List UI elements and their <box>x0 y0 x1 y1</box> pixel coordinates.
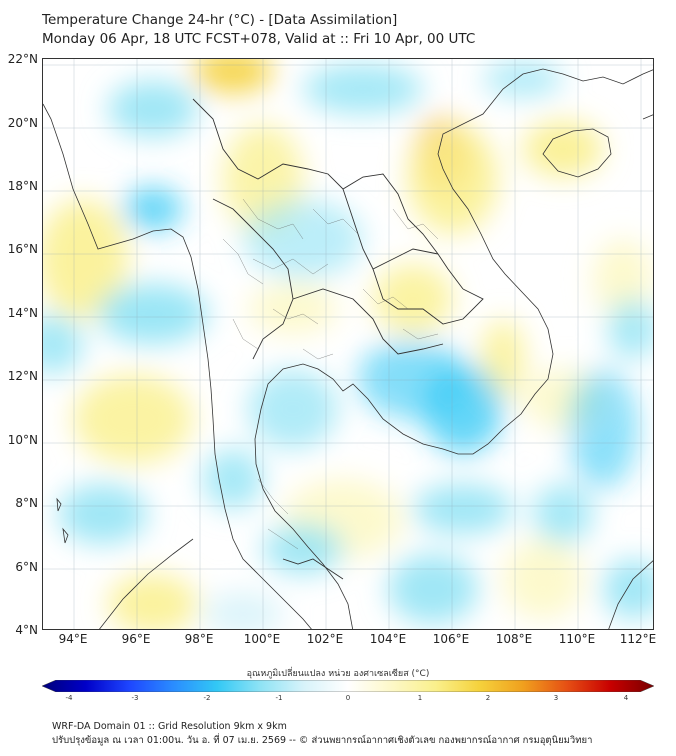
colorbar-tick: 2 <box>485 694 491 702</box>
lon-label: 104°E <box>369 632 407 646</box>
colorbar-tick: -2 <box>203 694 211 702</box>
footer: WRF-DA Domain 01 :: Grid Resolution 9km … <box>52 720 592 748</box>
lon-label: 96°E <box>121 632 151 646</box>
lon-label: 108°E <box>495 632 533 646</box>
temperature-field <box>43 59 653 629</box>
lon-label: 98°E <box>184 632 214 646</box>
title-line-1: Temperature Change 24-hr (°C) - [Data As… <box>42 12 398 28</box>
footer-line-1: WRF-DA Domain 01 :: Grid Resolution 9km … <box>52 721 287 732</box>
lat-label: 10°N <box>7 433 38 447</box>
lat-label: 8°N <box>15 496 38 510</box>
lat-label: 14°N <box>7 306 38 320</box>
lat-label: 22°N <box>7 52 38 66</box>
map-canvas <box>43 59 653 629</box>
colorbar-tick: 0 <box>345 694 351 702</box>
colorbar-title: อุณหภูมิเปลี่ยนแปลง หน่วย องศาเซลเซียส (… <box>246 669 430 679</box>
lat-label: 6°N <box>15 560 38 574</box>
colorbar-tick: 4 <box>623 694 629 702</box>
lat-label: 20°N <box>7 116 38 130</box>
lon-label: 106°E <box>432 632 470 646</box>
lon-label: 112°E <box>619 632 657 646</box>
lat-label: 12°N <box>7 369 38 383</box>
graticule <box>43 59 653 629</box>
province-borders <box>222 198 439 550</box>
colorbar-tick: -1 <box>275 694 283 702</box>
lon-label: 102°E <box>306 632 344 646</box>
coastlines <box>43 68 653 629</box>
temperature-map[interactable] <box>42 58 654 630</box>
lon-label: 100°E <box>243 632 281 646</box>
lon-label: 110°E <box>558 632 596 646</box>
footer-line-2: ปรับปรุงข้อมูล ณ เวลา 01:00น. วัน อ. ที่… <box>52 735 593 746</box>
title-line-2: Monday 06 Apr, 18 UTC FCST+078, Valid at… <box>42 31 476 47</box>
lat-label: 4°N <box>15 623 38 637</box>
map-title: Temperature Change 24-hr (°C) - [Data As… <box>42 11 475 49</box>
colorbar-tick: -3 <box>131 694 139 702</box>
colorbar-tick: 1 <box>417 694 423 702</box>
lat-label: 18°N <box>7 179 38 193</box>
colorbar <box>42 680 654 692</box>
colorbar-tick: -4 <box>65 694 73 702</box>
lon-label: 94°E <box>58 632 88 646</box>
colorbar-tick: 3 <box>553 694 559 702</box>
lat-label: 16°N <box>7 242 38 256</box>
